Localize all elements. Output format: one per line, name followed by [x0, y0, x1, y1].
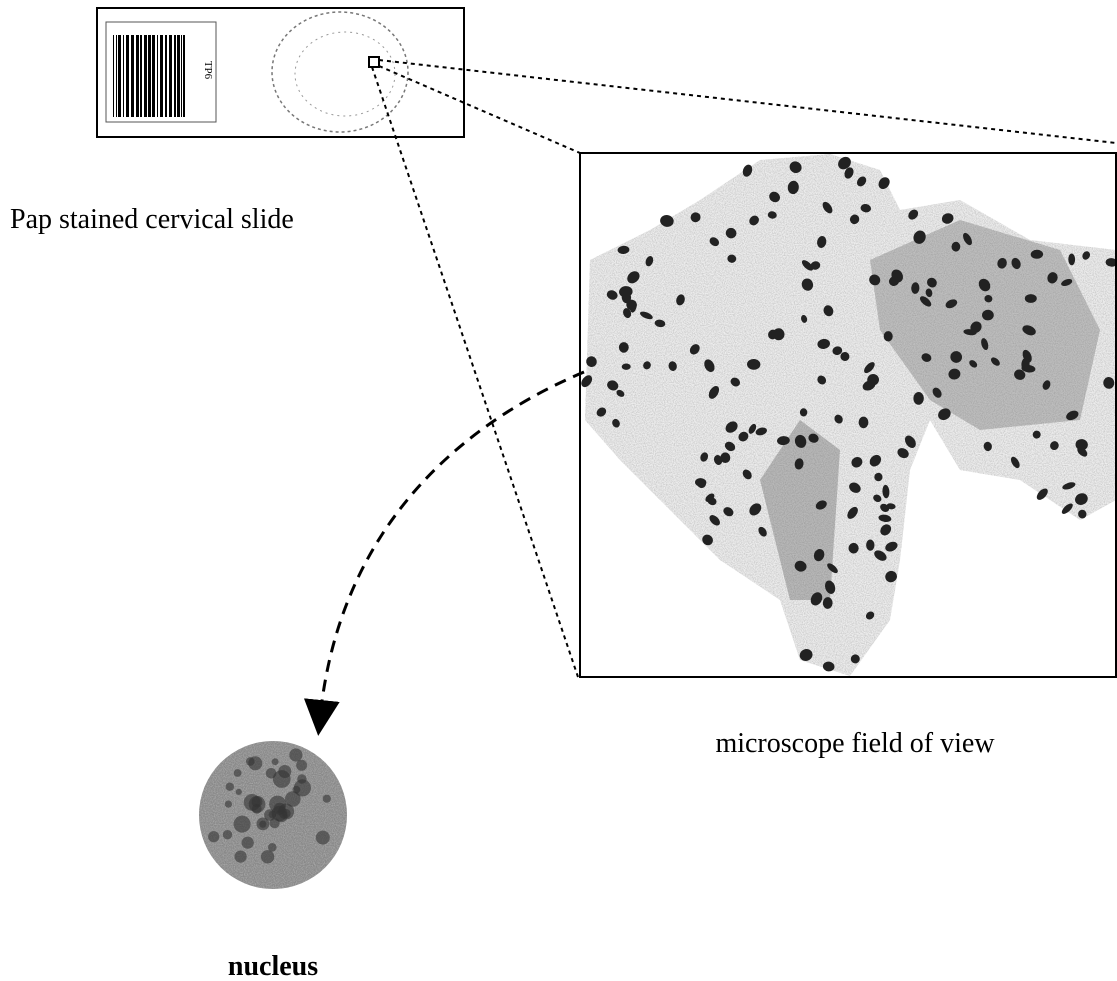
chromatin-spot	[323, 795, 331, 803]
nucleus	[199, 741, 347, 889]
chromatin-spot	[234, 769, 242, 777]
barcode-bar	[177, 35, 180, 117]
chromatin-spot	[249, 796, 266, 813]
chromatin-spot	[278, 804, 294, 820]
cell-nucleus	[859, 417, 869, 429]
barcode-bar	[169, 35, 172, 117]
barcode-bar	[123, 35, 124, 117]
barcode-bar	[160, 35, 163, 117]
barcode-bar	[126, 35, 129, 117]
cell-nucleus	[800, 408, 807, 416]
projection-line	[372, 67, 578, 677]
barcode-bar	[136, 35, 139, 117]
chromatin-spot	[297, 774, 306, 783]
field-of-view	[579, 153, 1117, 677]
barcode-bar	[131, 35, 134, 117]
cell-nucleus	[720, 452, 730, 463]
chromatin-spot	[289, 748, 302, 761]
chromatin-spot	[234, 816, 251, 833]
chromatin-spot	[223, 830, 232, 839]
barcode-bar	[144, 35, 147, 117]
barcode-bar	[157, 35, 158, 117]
chromatin-spot	[257, 818, 270, 831]
chromatin-spot	[225, 801, 232, 808]
chromatin-spot	[248, 756, 262, 770]
chromatin-spot	[208, 831, 219, 842]
slide-caption: Pap stained cervical slide	[10, 204, 294, 235]
barcode-bar	[174, 35, 176, 117]
fov-caption: microscope field of view	[715, 728, 995, 759]
chromatin-spot	[316, 831, 330, 845]
chromatin-spot	[236, 789, 242, 795]
slide-label: TP6	[202, 61, 214, 80]
chromatin-spot	[268, 843, 277, 852]
barcode-bar	[165, 35, 167, 117]
barcode-bar	[116, 35, 117, 117]
zoom-region	[369, 57, 379, 67]
projection-line	[379, 60, 1116, 143]
barcode-bar	[152, 35, 155, 117]
chromatin-spot	[235, 851, 247, 863]
barcode-bar	[140, 35, 142, 117]
barcode-bar	[181, 35, 182, 117]
barcode-bar	[113, 35, 114, 117]
cell-nucleus	[1025, 294, 1037, 303]
chromatin-spot	[278, 765, 291, 778]
chromatin-spot	[272, 758, 279, 765]
figure: TP6 Pap stained cervical slide microscop…	[0, 0, 1117, 981]
slide: TP6	[97, 8, 464, 137]
barcode-bar	[183, 35, 185, 117]
chromatin-spot	[296, 760, 307, 771]
barcode-bar	[148, 35, 151, 117]
chromatin-spot	[270, 818, 280, 828]
barcode-bar	[118, 35, 121, 117]
barcode	[113, 35, 185, 117]
chromatin-spot	[242, 837, 254, 849]
chromatin-spot	[226, 783, 234, 791]
nucleus-caption: nucleus	[228, 951, 318, 981]
cell-nucleus	[619, 342, 629, 353]
zoom-arrow	[320, 372, 584, 718]
chromatin-spot	[261, 850, 274, 863]
